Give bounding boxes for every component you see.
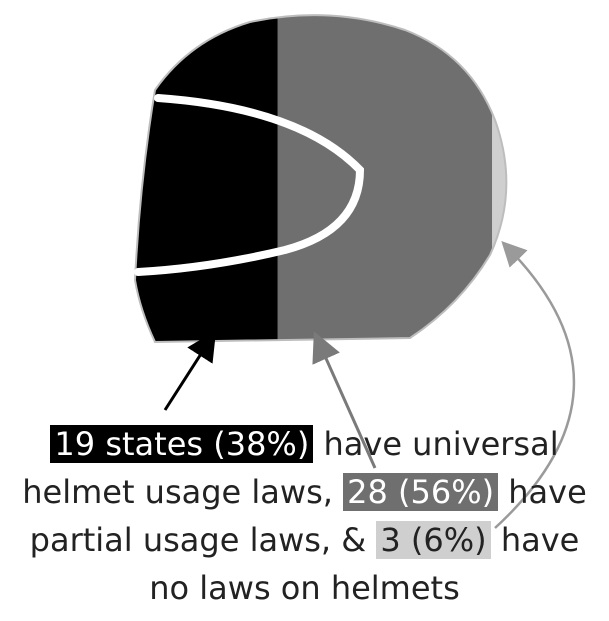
none-suffix: have — [500, 521, 580, 559]
arrow-none — [494, 240, 576, 529]
helmet-law-caption: 19 states (38%) have universal helmet us… — [0, 420, 609, 612]
partial-prefix: helmet usage laws, — [22, 473, 333, 511]
partial-highlight: 28 (56%) — [343, 473, 499, 511]
bar-universal — [135, 15, 279, 342]
universal-highlight: 19 states (38%) — [50, 425, 314, 463]
caption-line-4: no laws on helmets — [149, 569, 460, 607]
caption-line-1: 19 states (38%) have universal — [0, 420, 609, 468]
visor-stripe — [134, 94, 365, 276]
helmet-outline — [133, 14, 508, 344]
none-prefix: partial usage laws, & — [29, 521, 367, 559]
caption-line-3: partial usage laws, & 3 (6%) have — [0, 516, 609, 564]
partial-suffix: have — [508, 473, 587, 511]
caption-line-2: helmet usage laws, 28 (56%) have — [0, 468, 609, 516]
arrow-universal — [163, 330, 217, 411]
helmet-bars — [135, 15, 507, 342]
universal-text: have universal — [323, 425, 559, 463]
bar-partial — [277, 15, 493, 342]
bar-none — [492, 15, 507, 342]
arrow-partial — [312, 331, 377, 469]
none-highlight: 3 (6%) — [376, 521, 491, 559]
